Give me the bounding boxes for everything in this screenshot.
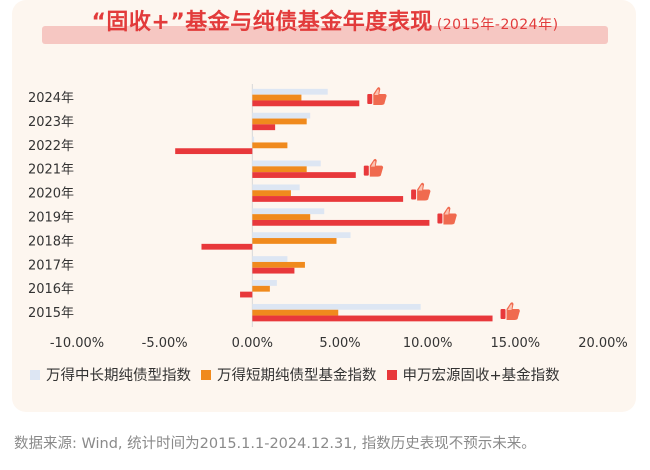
category-label: 2017年 xyxy=(28,258,74,273)
bar-series3 xyxy=(252,124,276,131)
bar-series1 xyxy=(252,160,321,167)
thumbs-up-icon xyxy=(500,302,520,321)
chart-title-sub: (2015年-2024年) xyxy=(436,17,559,33)
bar-series1 xyxy=(252,88,328,95)
bar-series3 xyxy=(175,148,253,155)
legend-swatch-series1 xyxy=(30,369,40,380)
bar-series1 xyxy=(252,112,311,119)
category-label: 2019年 xyxy=(28,210,74,225)
bar-series2 xyxy=(252,94,302,101)
thumbs-up-icon xyxy=(411,182,431,201)
legend-swatch-series2 xyxy=(201,369,211,380)
bar-series2 xyxy=(252,190,291,197)
bar-series3 xyxy=(252,172,356,178)
bar-series3 xyxy=(252,100,360,107)
x-tick-label: 15.00% xyxy=(491,336,541,351)
legend-label-series1: 万得中长期纯债型指数 xyxy=(46,368,191,384)
x-tick-label: 20.00% xyxy=(578,336,628,351)
bar-series2 xyxy=(252,285,270,292)
category-label: 2022年 xyxy=(28,139,74,154)
bar-series1 xyxy=(252,184,300,191)
legend-label-series2: 万得短期纯债型基金指数 xyxy=(217,368,377,384)
bar-series1 xyxy=(252,280,277,286)
source-note: 数据来源: Wind, 统计时间为2015.1.1-2024.12.31, 指数… xyxy=(14,436,536,452)
bar-chart: 2024年 2023年 2022年 2021年 2020年 2019年 2018年 2017年… xyxy=(28,84,628,351)
bar-series2 xyxy=(252,309,339,316)
bar-series1 xyxy=(252,303,421,310)
bar-series3 xyxy=(252,315,493,322)
category-label: 2018年 xyxy=(28,234,74,249)
category-label: 2015年 xyxy=(28,306,74,321)
legend-swatch-series3 xyxy=(386,369,397,380)
bar-series1 xyxy=(252,256,288,262)
bar-series3 xyxy=(252,196,404,202)
thumbs-up-icon xyxy=(437,206,457,225)
bar-series2 xyxy=(252,142,288,149)
legend: 万得中长期纯债型指数 万得短期纯债型基金指数 申万宏源固收+基金指数 xyxy=(30,364,630,385)
bar-series2 xyxy=(252,261,305,268)
thumbs-up-icon xyxy=(363,158,384,177)
thumbs-up-icon xyxy=(367,87,387,105)
x-tick-label: 5.00% xyxy=(319,336,360,351)
bar-series3 xyxy=(252,267,295,274)
bar-series2 xyxy=(252,214,311,220)
bar-series2 xyxy=(252,166,307,173)
x-tick-label: 0.00% xyxy=(232,336,273,351)
x-tick-label: -10.00% xyxy=(50,336,104,351)
bar-series3 xyxy=(240,291,253,298)
legend-label-series3: 申万宏源固收+基金指数 xyxy=(402,368,560,384)
category-label: 2020年 xyxy=(28,187,74,202)
x-tick-label: -5.00% xyxy=(142,336,188,351)
chart-title-main: “固收+”基金与纯债基金年度表现 xyxy=(91,10,433,35)
chart-title: “固收+”基金与纯债基金年度表现 (2015年-2024年) xyxy=(91,6,558,42)
bar-series1 xyxy=(252,136,255,143)
category-label: 2021年 xyxy=(28,163,74,178)
title-highlight xyxy=(42,26,608,44)
bar-series2 xyxy=(252,238,337,244)
chart-card xyxy=(12,0,636,412)
x-tick-label: 10.00% xyxy=(403,336,453,351)
legend-item-series1: 万得中长期纯债型指数 xyxy=(30,364,191,385)
bar-series1 xyxy=(252,208,325,215)
bar-series1 xyxy=(252,232,351,239)
legend-item-series3: 申万宏源固收+基金指数 xyxy=(386,364,560,385)
bar-series3 xyxy=(252,219,430,226)
category-label: 2023年 xyxy=(28,115,74,130)
bar-series2 xyxy=(252,118,307,125)
title-block: “固收+”基金与纯债基金年度表现 (2015年-2024年) xyxy=(0,6,650,42)
category-label: 2016年 xyxy=(28,282,74,297)
legend-item-series2: 万得短期纯债型基金指数 xyxy=(201,364,377,385)
category-label: 2024年 xyxy=(28,91,74,106)
bar-series3 xyxy=(201,243,253,250)
